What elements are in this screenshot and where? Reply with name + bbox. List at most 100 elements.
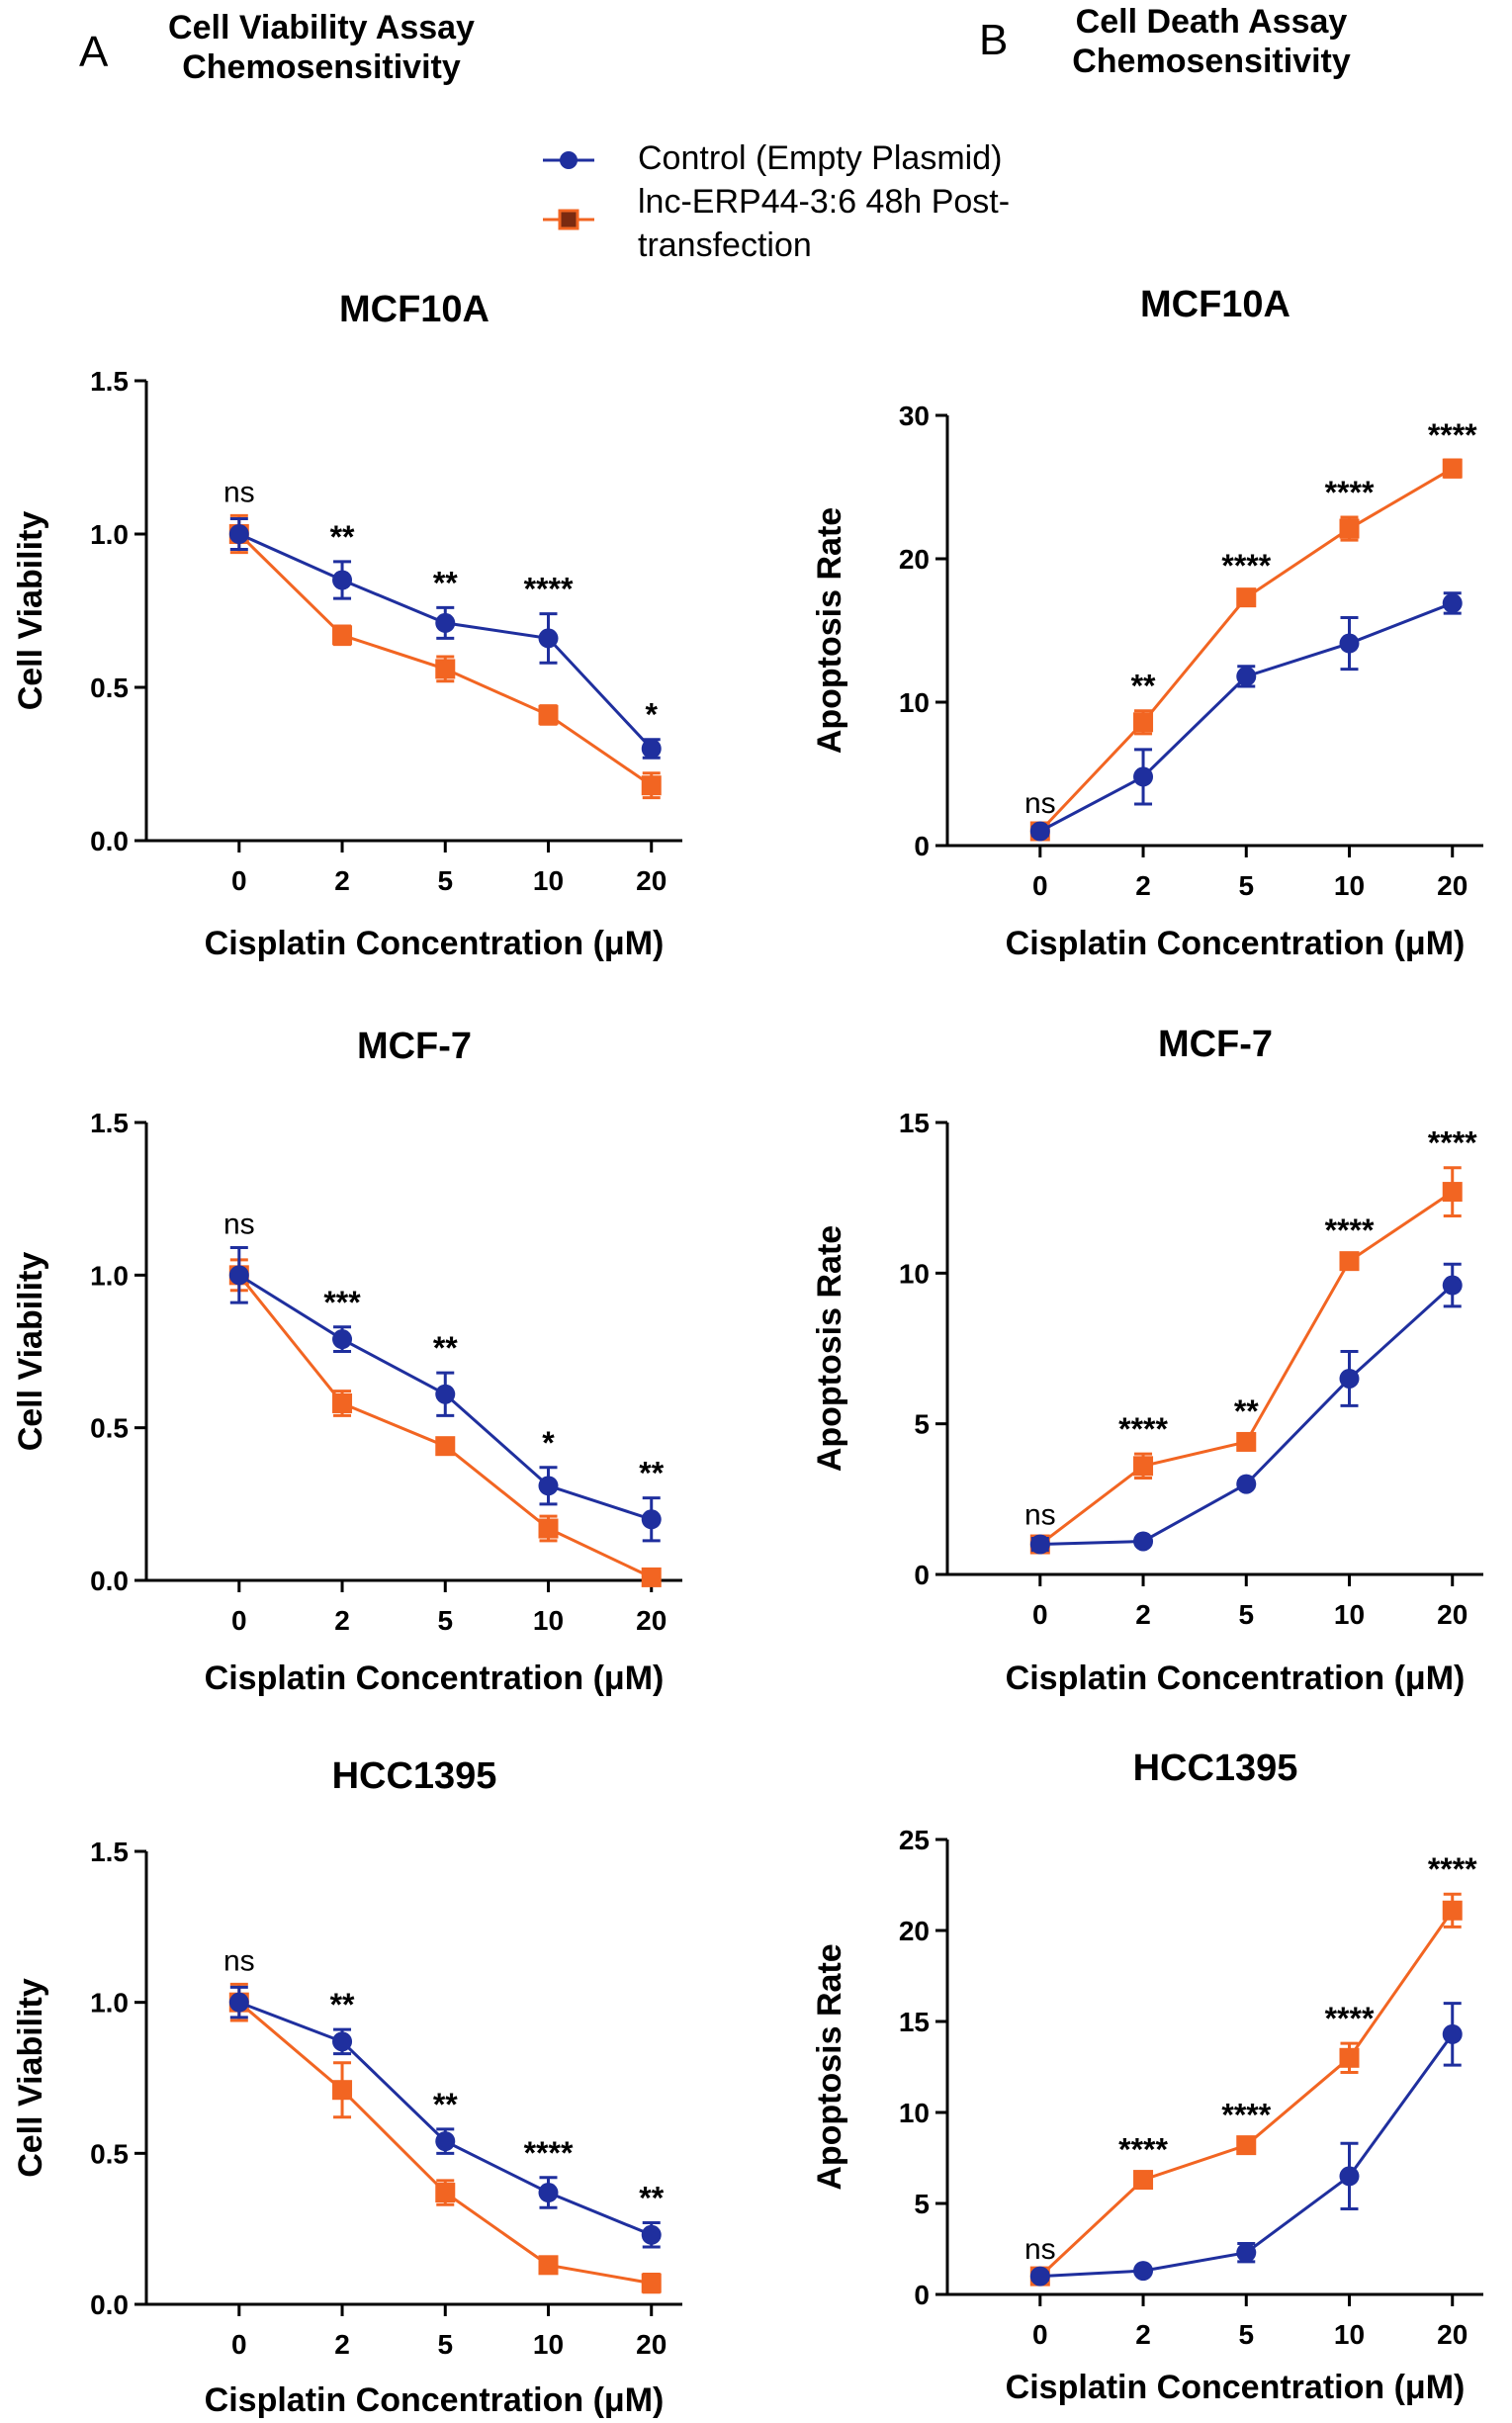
y-tick-label: 25 bbox=[899, 1825, 930, 1855]
data-point bbox=[538, 1518, 559, 1539]
data-point bbox=[435, 1436, 456, 1457]
x-tick-label: 5 bbox=[1238, 1599, 1254, 1630]
significance-label: **** bbox=[1325, 1212, 1375, 1248]
data-point bbox=[1133, 1531, 1154, 1552]
significance-label: ns bbox=[1024, 2233, 1056, 2266]
series-line bbox=[1038, 467, 1454, 833]
data-point bbox=[641, 1567, 662, 1587]
x-tick-label: 10 bbox=[1334, 870, 1365, 901]
significance-label: ** bbox=[330, 519, 355, 555]
x-axis-label: Cisplatin Concentration (μM) bbox=[1006, 1660, 1466, 1697]
y-tick-label: 1.0 bbox=[90, 1260, 129, 1291]
significance-label: ** bbox=[639, 2181, 664, 2216]
chart-title: HCC1395 bbox=[332, 1755, 497, 1797]
series-lnc bbox=[1029, 458, 1463, 842]
data-point bbox=[1442, 2023, 1463, 2044]
x-tick-label: 5 bbox=[437, 865, 453, 896]
data-point bbox=[1236, 2242, 1257, 2263]
legend-lnc-label: lnc-ERP44-3:6 48h Post- transfection bbox=[638, 180, 1010, 267]
significance-label: ** bbox=[433, 1330, 458, 1366]
x-tick-label: 2 bbox=[334, 2329, 350, 2360]
y-tick-label: 0.5 bbox=[90, 2138, 129, 2169]
y-tick-label: 5 bbox=[914, 1409, 930, 1440]
data-point bbox=[1339, 2166, 1360, 2187]
x-tick-label: 0 bbox=[1032, 2319, 1048, 2350]
y-tick-label: 1.5 bbox=[90, 1837, 129, 1867]
x-tick-label: 20 bbox=[636, 1605, 667, 1636]
y-tick-label: 1.0 bbox=[90, 1988, 129, 2019]
legend-lnc-marker bbox=[543, 209, 594, 230]
chart-title: HCC1395 bbox=[1133, 1748, 1298, 1789]
legend-control-label: Control (Empty Plasmid) bbox=[638, 139, 1003, 177]
significance-label: ** bbox=[433, 2087, 458, 2122]
x-axis-label: Cisplatin Concentration (μM) bbox=[1006, 925, 1466, 962]
y-tick-label: 1.0 bbox=[90, 519, 129, 550]
x-tick-label: 20 bbox=[636, 2329, 667, 2360]
series-control bbox=[228, 1246, 662, 1543]
data-point bbox=[228, 1265, 249, 1286]
significance-label: ** bbox=[433, 565, 458, 600]
y-tick-label: 0.0 bbox=[90, 826, 129, 856]
data-point bbox=[1442, 592, 1463, 613]
legend-control-marker bbox=[543, 151, 594, 169]
data-point bbox=[1133, 766, 1154, 787]
significance-label: ** bbox=[330, 1987, 355, 2022]
significance-label: ns bbox=[1024, 787, 1056, 820]
data-point bbox=[538, 2183, 559, 2203]
x-tick-label: 5 bbox=[437, 2329, 453, 2360]
y-axis-label: Apoptosis Rate bbox=[811, 1943, 848, 2190]
x-tick-label: 2 bbox=[1135, 2319, 1151, 2350]
significance-label: ns bbox=[223, 476, 255, 508]
significance-label: **** bbox=[1428, 1851, 1477, 1887]
x-tick-label: 10 bbox=[1334, 1599, 1365, 1630]
data-point bbox=[435, 612, 456, 633]
significance-label: **** bbox=[1221, 2098, 1271, 2133]
x-tick-label: 20 bbox=[1437, 2319, 1468, 2350]
x-tick-label: 10 bbox=[1334, 2319, 1365, 2350]
series-control bbox=[1029, 591, 1463, 842]
x-tick-label: 20 bbox=[636, 865, 667, 896]
series-lnc bbox=[1029, 1892, 1463, 2287]
x-axis-label: Cisplatin Concentration (μM) bbox=[205, 925, 665, 962]
data-point bbox=[435, 2131, 456, 2152]
y-axis-label: Cell Viability bbox=[12, 511, 49, 711]
series-control bbox=[1029, 2002, 1463, 2287]
significance-label: **** bbox=[1428, 417, 1477, 453]
data-point bbox=[641, 2224, 662, 2245]
significance-label: **** bbox=[524, 2135, 574, 2171]
y-tick-label: 1.5 bbox=[90, 1108, 129, 1138]
data-point bbox=[1442, 1900, 1463, 1921]
x-tick-label: 0 bbox=[1032, 1599, 1048, 1630]
data-point bbox=[1029, 821, 1050, 842]
y-tick-label: 10 bbox=[899, 1258, 930, 1289]
series-line bbox=[1038, 1909, 1454, 2278]
x-tick-label: 10 bbox=[533, 1605, 564, 1636]
data-point bbox=[538, 628, 559, 649]
x-tick-label: 10 bbox=[533, 865, 564, 896]
panel-a-header-line1: Cell Viability Assay bbox=[168, 9, 475, 46]
chart-2: MCF-7 0.0 0.5 1.0 1.5 0 2 5 10 20 Cisplatin Concen… bbox=[12, 1026, 682, 1697]
data-point bbox=[435, 1384, 456, 1404]
data-point bbox=[1133, 1456, 1154, 1477]
chart-0: MCF10A 0.0 0.5 1.0 1.5 0 2 5 10 20 Cisplatin Conce… bbox=[12, 289, 682, 962]
panel-b-header-line1: Cell Death Assay bbox=[1075, 3, 1348, 41]
significance-label: ns bbox=[1024, 1498, 1056, 1531]
x-tick-label: 2 bbox=[1135, 870, 1151, 901]
x-tick-label: 5 bbox=[1238, 870, 1254, 901]
x-tick-label: 2 bbox=[1135, 1599, 1151, 1630]
x-tick-label: 2 bbox=[334, 865, 350, 896]
legend-lnc-label-line2: transfection bbox=[638, 226, 812, 264]
significance-label: ** bbox=[1234, 1393, 1259, 1429]
chart-3: MCF-7 0 5 10 15 0 2 5 10 20 Cisplatin Concentratio… bbox=[811, 1024, 1483, 1697]
significance-label: ns bbox=[223, 1944, 255, 1977]
y-tick-label: 0 bbox=[914, 2280, 930, 2310]
data-point bbox=[332, 1392, 353, 1413]
y-tick-label: 0.0 bbox=[90, 2289, 129, 2320]
data-point bbox=[1339, 1368, 1360, 1389]
significance-label: *** bbox=[323, 1285, 361, 1320]
x-tick-label: 0 bbox=[231, 2329, 247, 2360]
data-point bbox=[1029, 1534, 1050, 1555]
series-line bbox=[1039, 2032, 1454, 2279]
y-tick-label: 0.0 bbox=[90, 1566, 129, 1596]
significance-label: * bbox=[646, 697, 659, 733]
